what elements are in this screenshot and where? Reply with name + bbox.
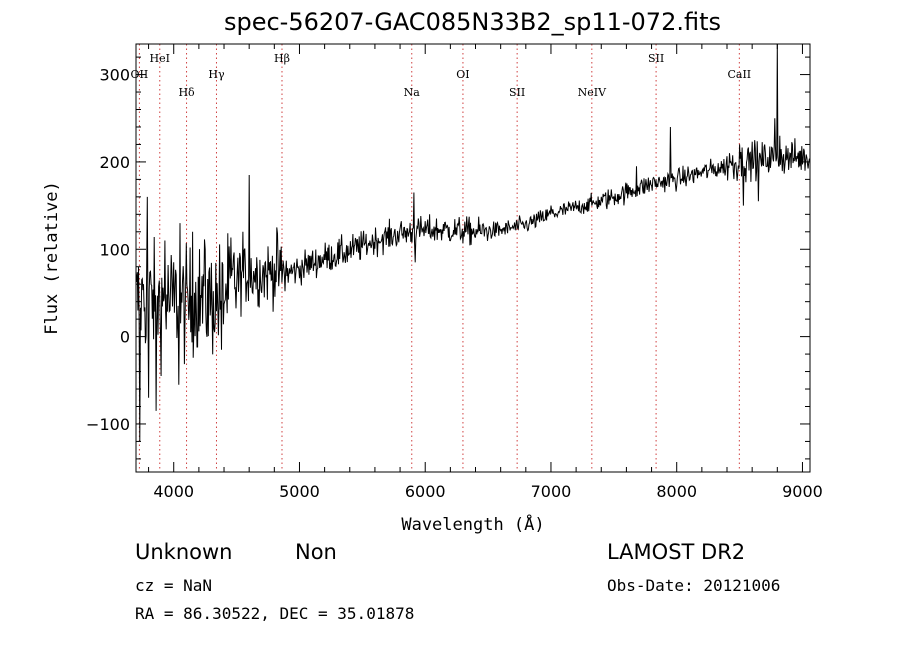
class-label: Unknown <box>135 540 233 564</box>
spectral-line-label: Hδ <box>178 86 195 99</box>
x-tick-label: 5000 <box>279 482 320 501</box>
y-tick-label: 300 <box>99 66 130 85</box>
y-tick-label: 100 <box>99 240 130 259</box>
survey-label: LAMOST DR2 <box>607 540 746 564</box>
y-tick-label: 0 <box>120 328 130 347</box>
spectral-line-label: NeIV <box>578 86 607 99</box>
spectral-line-label: OII <box>131 68 149 81</box>
spectral-line-label: CaII <box>727 68 751 81</box>
y-tick-label: 200 <box>99 153 130 172</box>
x-tick-label: 6000 <box>405 482 446 501</box>
x-tick-label: 9000 <box>782 482 823 501</box>
redshift-value: cz = NaN <box>135 576 213 595</box>
subclass-label: Non <box>295 540 337 564</box>
plot-frame <box>135 43 811 473</box>
coordinates: RA = 86.30522, DEC = 35.01878 <box>135 604 415 623</box>
axis-ticks: 4000 5000 6000 7000 8000 9000 −100 0 100 200 300 <box>86 44 823 501</box>
observation-date: Obs-Date: 20121006 <box>607 576 781 595</box>
spectral-line-label: Hβ <box>274 52 290 65</box>
y-tick-label: −100 <box>86 415 130 434</box>
spectral-line-label: SII <box>509 86 525 99</box>
x-tick-label: 7000 <box>531 482 572 501</box>
x-axis-label: Wavelength (Å) <box>401 513 544 535</box>
spectral-line-label: SII <box>648 52 664 65</box>
x-tick-label: 8000 <box>656 482 697 501</box>
spectral-line-label: HeI <box>150 52 170 65</box>
spectral-line-label: OI <box>456 68 469 81</box>
y-axis-label: Flux (relative) <box>42 181 62 335</box>
spectral-line-label: Hγ <box>208 68 225 81</box>
chart-title: spec-56207-GAC085N33B2_sp11-072.fits <box>223 8 722 36</box>
spectrum-line <box>135 43 810 442</box>
x-tick-label: 4000 <box>153 482 194 501</box>
spectral-line-label: Na <box>404 86 421 99</box>
